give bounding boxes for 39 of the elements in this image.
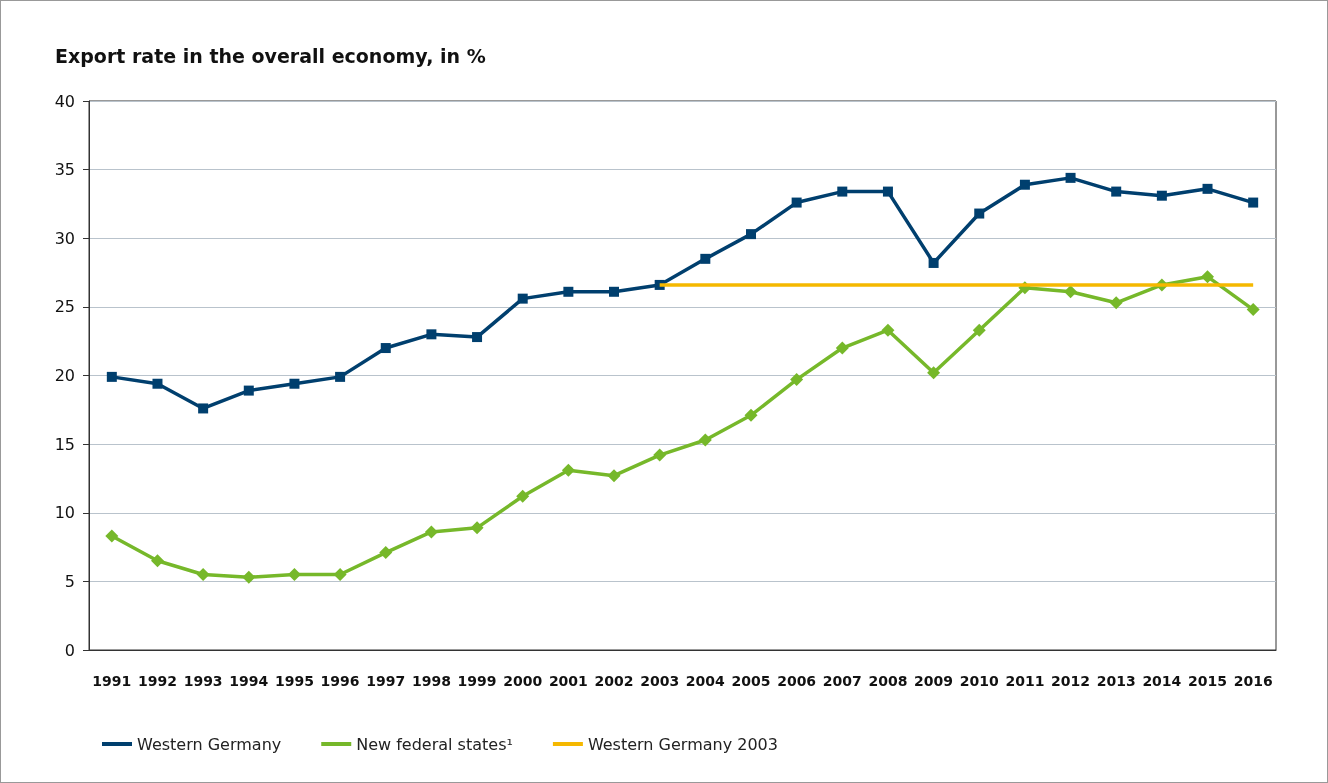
- x-tick-label: 2012: [1051, 673, 1091, 689]
- x-tick-label: 1995: [274, 673, 314, 689]
- x-tick-label: 1999: [457, 673, 497, 689]
- x-tick-label: 2003: [640, 673, 680, 689]
- x-tick-label: 1996: [320, 673, 360, 689]
- x-tick-label: 2001: [548, 673, 588, 689]
- x-tick-label: 2004: [685, 673, 726, 689]
- x-tick-label: 2015: [1188, 673, 1227, 689]
- x-tick-label: 2010: [959, 673, 999, 689]
- chart-title: Export rate in the overall economy, in %: [55, 44, 486, 67]
- y-tick-label: 40: [54, 91, 75, 111]
- x-tick-label: 2007: [822, 673, 862, 689]
- y-tick-label: 30: [54, 228, 75, 248]
- x-tick-label: 2009: [914, 673, 954, 689]
- legend-label: Western Germany: [137, 734, 282, 754]
- x-tick-label: 1998: [411, 673, 451, 689]
- y-tick-label: 35: [54, 160, 75, 180]
- x-tick-label: 2013: [1096, 673, 1136, 689]
- x-tick-label: 2008: [868, 673, 908, 689]
- y-tick-label: 0: [64, 640, 75, 660]
- x-tick-label: 2011: [1005, 673, 1045, 689]
- legend-label: Western Germany 2003: [587, 734, 778, 754]
- x-tick-label: 2005: [731, 673, 771, 689]
- x-tick-label: 1997: [366, 673, 406, 689]
- legend-label: New federal states¹: [356, 734, 513, 754]
- y-tick-label: 15: [54, 434, 75, 454]
- y-tick-label: 25: [54, 297, 75, 317]
- y-tick-label: 10: [54, 503, 75, 523]
- x-tick-label: 2000: [503, 673, 543, 689]
- x-tick-label: 2016: [1233, 673, 1273, 689]
- y-tick-label: 20: [54, 366, 75, 385]
- x-tick-label: 2006: [777, 673, 817, 689]
- x-tick-label: 2002: [594, 673, 634, 689]
- x-tick-label: 1993: [183, 673, 223, 689]
- x-tick-label: 1991: [92, 673, 132, 689]
- x-tick-label: 2014: [1142, 673, 1182, 689]
- x-tick-label: 1994: [229, 673, 269, 689]
- x-tick-label: 1992: [138, 673, 177, 689]
- y-tick-label: 5: [64, 571, 75, 591]
